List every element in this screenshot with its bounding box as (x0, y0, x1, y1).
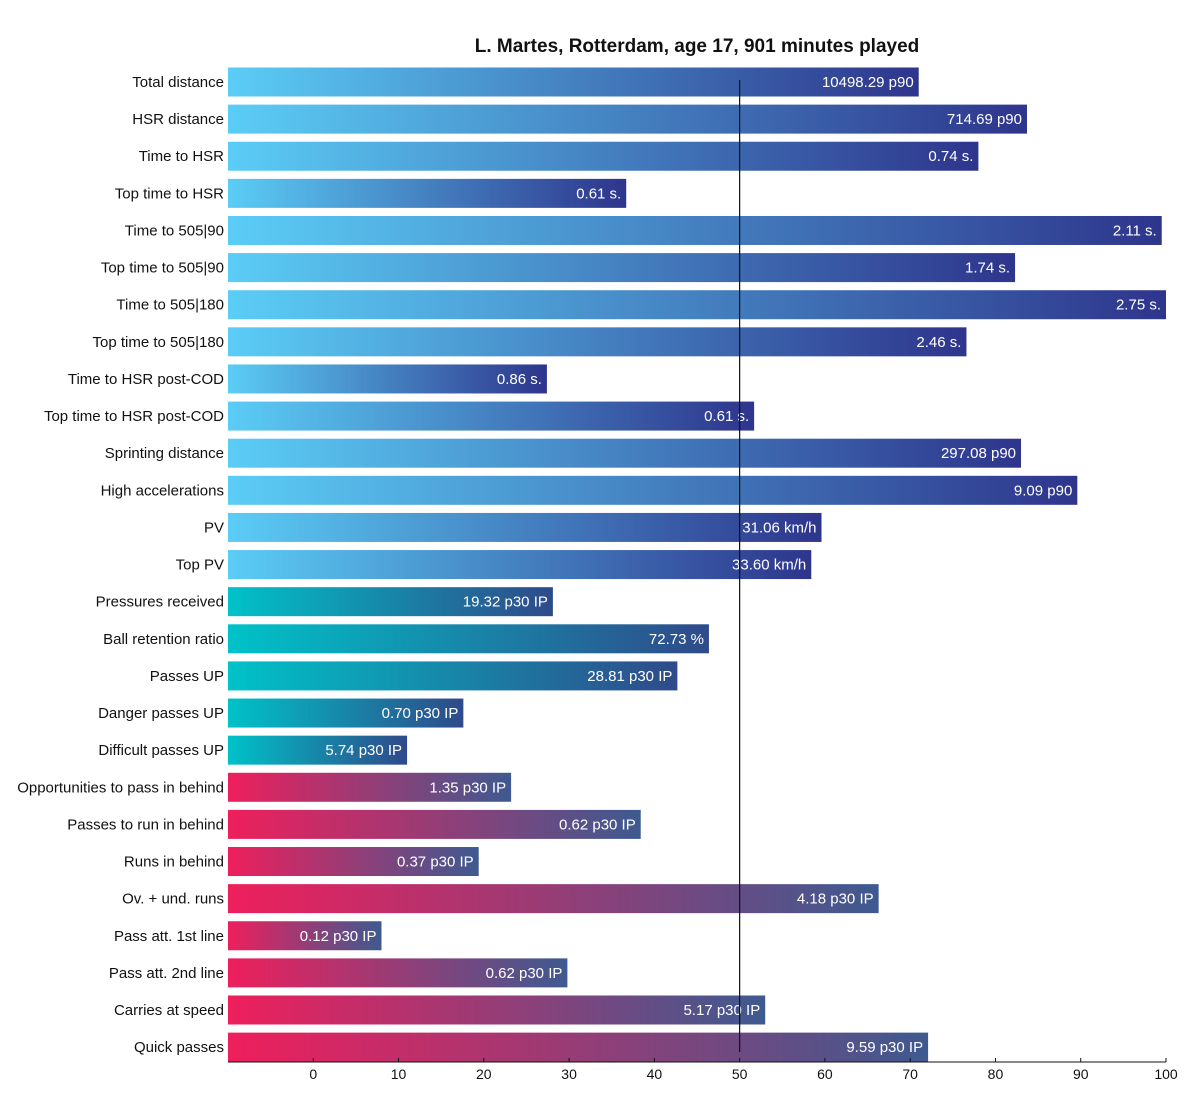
bar (228, 809, 641, 839)
value-label: 297.08 p90 (941, 445, 1016, 462)
category-label: Pressures received (96, 594, 224, 611)
bar (228, 512, 822, 542)
value-label: 0.62 p30 IP (486, 965, 563, 982)
value-label: 0.62 p30 IP (559, 816, 636, 833)
value-label: 9.59 p30 IP (846, 1039, 923, 1056)
x-tick-label: 100 (1154, 1066, 1178, 1082)
value-label: 5.17 p30 IP (683, 1002, 760, 1019)
bar (228, 624, 709, 654)
value-label: 28.81 p30 IP (587, 668, 672, 685)
x-tick-label: 80 (988, 1066, 1004, 1082)
category-label: Total distance (132, 74, 224, 91)
bar (228, 475, 1078, 505)
value-label: 714.69 p90 (947, 111, 1022, 128)
category-label: Time to HSR post-COD (68, 371, 224, 388)
category-label: Passes UP (150, 668, 224, 685)
category-label: Top time to HSR post-COD (44, 408, 224, 425)
bar (228, 67, 919, 97)
bar (228, 178, 627, 208)
x-tick-label: 10 (391, 1066, 407, 1082)
value-label: 1.74 s. (965, 260, 1010, 277)
value-label: 0.61 s. (576, 185, 621, 202)
bar (228, 550, 812, 580)
category-label: Runs in behind (124, 854, 224, 871)
category-label: Danger passes UP (98, 705, 224, 722)
bar (228, 104, 1028, 134)
value-label: 5.74 p30 IP (325, 742, 402, 759)
category-label: Sprinting distance (105, 445, 224, 462)
value-label: 72.73 % (649, 631, 704, 648)
category-label: Time to 505|180 (116, 297, 224, 314)
category-label: Time to 505|90 (125, 222, 224, 239)
value-label: 9.09 p90 (1014, 482, 1072, 499)
x-tick-label: 40 (647, 1066, 663, 1082)
value-label: 2.75 s. (1116, 297, 1161, 314)
x-tick-label: 70 (902, 1066, 918, 1082)
bar (228, 958, 568, 988)
value-label: 4.18 p30 IP (797, 891, 874, 908)
category-label: Difficult passes UP (98, 742, 224, 759)
value-label: 31.06 km/h (742, 519, 816, 536)
category-label: Passes to run in behind (67, 816, 224, 833)
x-axis: 0 10 20 30 40 50 60 70 80 90 100 (228, 1058, 1178, 1082)
bar (228, 290, 1166, 320)
bar (228, 141, 979, 171)
bar (228, 364, 547, 394)
category-label: HSR distance (132, 111, 224, 128)
value-label: 19.32 p30 IP (463, 594, 548, 611)
bar (228, 735, 408, 765)
category-label: Quick passes (134, 1039, 224, 1056)
value-label: 0.70 p30 IP (382, 705, 459, 722)
category-label: Top time to 505|180 (93, 334, 224, 351)
value-label: 10498.29 p90 (822, 74, 914, 91)
value-label: 0.61 s. (704, 408, 749, 425)
bar (228, 438, 1022, 468)
x-tick-label: 50 (732, 1066, 748, 1082)
category-label: PV (204, 519, 224, 536)
bar (228, 401, 755, 431)
bar (228, 327, 967, 357)
bars-layer: Total distance 10498.29 p90 HSR distance 71… (17, 67, 1166, 1062)
category-label: Top time to HSR (115, 185, 224, 202)
bar (228, 661, 678, 691)
bar (228, 847, 479, 877)
value-label: 33.60 km/h (732, 557, 806, 574)
category-label: Top time to 505|90 (101, 260, 224, 277)
value-label: 0.86 s. (497, 371, 542, 388)
x-tick-label: 20 (476, 1066, 492, 1082)
category-label: Opportunities to pass in behind (17, 779, 224, 796)
bar (228, 587, 553, 617)
bar (228, 772, 512, 802)
value-label: 0.12 p30 IP (300, 928, 377, 945)
value-label: 0.74 s. (928, 148, 973, 165)
x-tick-label: 30 (561, 1066, 577, 1082)
bar (228, 698, 464, 728)
category-label: Carries at speed (114, 1002, 224, 1019)
value-label: 2.11 s. (1113, 222, 1157, 239)
x-tick-label: 60 (817, 1066, 833, 1082)
category-label: Pass att. 1st line (114, 928, 224, 945)
value-label: 2.46 s. (916, 334, 961, 351)
x-tick-label: 90 (1073, 1066, 1089, 1082)
category-label: High accelerations (101, 482, 224, 499)
x-tick-label: 0 (309, 1066, 317, 1082)
category-label: Pass att. 2nd line (109, 965, 224, 982)
category-label: Top PV (176, 557, 224, 574)
value-label: 1.35 p30 IP (429, 779, 506, 796)
bar (228, 884, 879, 914)
category-label: Ball retention ratio (103, 631, 224, 648)
bar (228, 921, 382, 951)
bar (228, 215, 1162, 245)
bar (228, 995, 766, 1025)
category-label: Time to HSR (139, 148, 224, 165)
chart-title: L. Martes, Rotterdam, age 17, 901 minute… (475, 36, 920, 57)
value-label: 0.37 p30 IP (397, 854, 474, 871)
bar (228, 1032, 929, 1062)
bar (228, 253, 1016, 283)
category-label: Ov. + und. runs (122, 891, 224, 908)
